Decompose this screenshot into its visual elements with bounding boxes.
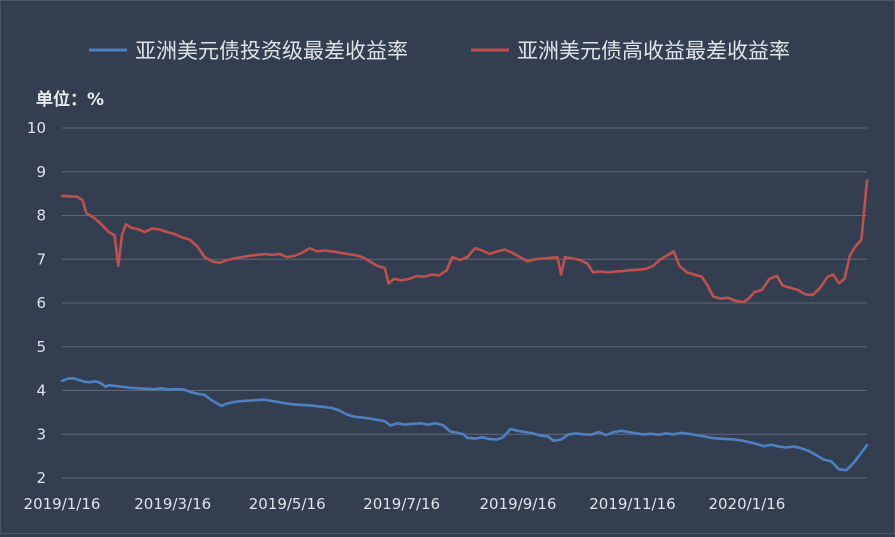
y-tick-label: 5 [36, 338, 46, 356]
series-lines [60, 179, 869, 472]
x-tick-label: 2019/1/16 [24, 495, 101, 513]
gridlines [62, 127, 867, 479]
x-tick-label: 2019/5/16 [249, 495, 326, 513]
legend: 亚洲美元债投资级最差收益率 亚洲美元债高收益最差收益率 [89, 39, 790, 63]
y-tick-label: 8 [36, 207, 46, 225]
y-tick-label: 4 [36, 382, 46, 400]
x-tick-label: 2020/1/16 [708, 495, 785, 513]
legend-label: 亚洲美元债高收益最差收益率 [517, 39, 790, 63]
y-tick-label: 6 [36, 294, 46, 312]
y-tick-label: 10 [27, 119, 46, 137]
y-tick-label: 7 [36, 250, 46, 268]
x-axis-ticks: 2019/1/16 2019/3/16 2019/5/16 2019/7/16 2019… [24, 495, 786, 513]
y-tick-label: 2 [36, 469, 46, 487]
x-tick-label: 2019/3/16 [134, 495, 211, 513]
x-tick-label: 2019/7/16 [363, 495, 440, 513]
y-tick-label: 3 [36, 425, 46, 443]
legend-label: 亚洲美元债投资级最差收益率 [135, 39, 408, 63]
y-axis-ticks: 2 3 4 5 6 7 8 9 10 [27, 119, 46, 487]
y-tick-label: 9 [36, 163, 46, 181]
series-line-high-yield [60, 179, 869, 304]
x-tick-label: 2019/11/16 [589, 495, 675, 513]
x-tick-label: 2019/9/16 [480, 495, 557, 513]
unit-label: 单位：% [36, 89, 104, 110]
series-line-investment-grade [60, 377, 869, 472]
